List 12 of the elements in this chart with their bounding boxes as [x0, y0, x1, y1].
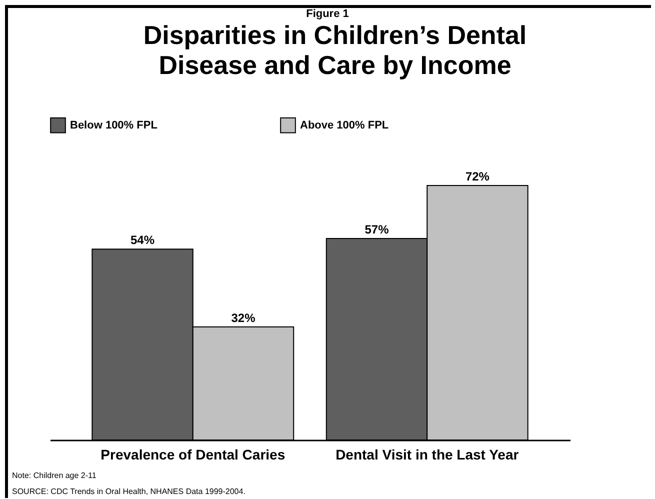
x-tick-label: Prevalence of Dental Caries [100, 446, 286, 462]
chart-title: Disparities in Children’s Dental Disease and Care by Income [142, 20, 528, 80]
source-note: SOURCE: CDC Trends in Oral Health, NHANES Data 1999-2004. [12, 486, 246, 498]
legend-label: Below 100% FPL [70, 119, 158, 132]
data-label: 72% [465, 170, 490, 184]
data-label: 57% [364, 222, 390, 237]
chart-subtitle: Figure 1 [305, 8, 350, 20]
data-label: 54% [130, 233, 155, 248]
data-label: 32% [231, 310, 256, 325]
text: Note: Children age 2-11 [12, 470, 98, 482]
x-tick-label: Dental Visit in the Last Year [336, 446, 520, 462]
legend-label: Above 100% FPL [300, 119, 389, 132]
